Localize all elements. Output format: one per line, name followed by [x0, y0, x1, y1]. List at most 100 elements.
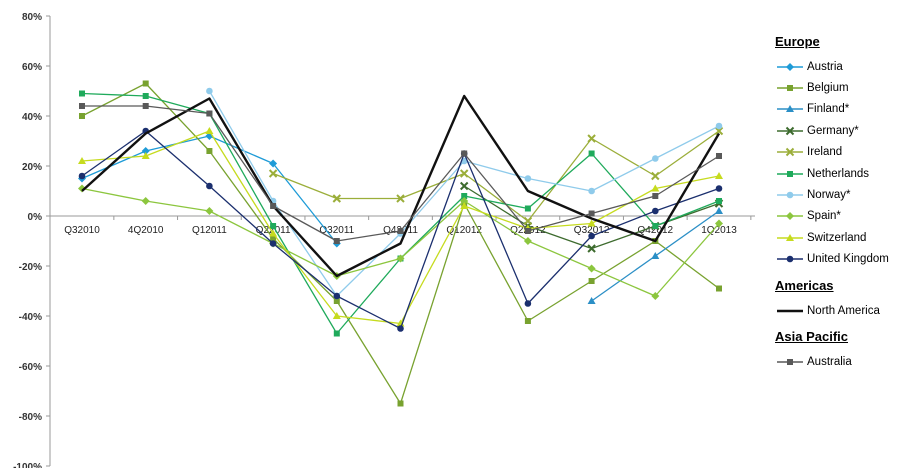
- data-point-ireland: [459, 169, 469, 178]
- data-point-australia: [142, 103, 149, 109]
- legend-swatch: [777, 191, 803, 199]
- data-point-united-kingdom: [524, 300, 532, 307]
- chart-legend: Europe Austria Belgium Finland* Germany* Irel…: [775, 34, 900, 381]
- data-point-netherlands: [79, 90, 85, 97]
- data-point-germany: [459, 181, 469, 191]
- series-united-kingdom: [78, 127, 723, 332]
- legend-swatch-marker: [785, 126, 795, 136]
- data-point-switzerland: [78, 157, 86, 164]
- series-ireland: [268, 126, 724, 226]
- y-tick-label: -40%: [19, 312, 42, 323]
- legend-swatch: [777, 62, 803, 71]
- legend-group-title: Americas: [775, 277, 834, 293]
- data-point-ireland: [523, 216, 533, 226]
- series-north-america: [81, 94, 721, 278]
- y-tick-label: -60%: [19, 362, 42, 373]
- data-point-netherlands: [588, 150, 595, 157]
- data-point-australia: [461, 150, 468, 157]
- legend-group-title: Europe: [775, 34, 820, 49]
- data-point-ireland: [714, 126, 724, 136]
- legend-swatch-marker: [787, 85, 793, 92]
- data-point-norway: [524, 175, 532, 182]
- legend-label: Australia: [807, 355, 852, 368]
- legend-label: Belgium: [807, 82, 849, 95]
- data-point-germany: [587, 244, 596, 253]
- data-point-belgium: [333, 298, 340, 304]
- legend-item-ireland: Ireland: [775, 142, 900, 163]
- data-point-finland: [715, 207, 723, 214]
- data-point-spain: [460, 197, 469, 205]
- data-point-netherlands: [652, 223, 659, 229]
- legend-item-united-kingdom: United Kingdom: [775, 249, 900, 270]
- x-tick-label: Q42012: [638, 225, 674, 236]
- legend-group: United Kingdom: [775, 249, 900, 270]
- data-point-austria: [269, 159, 278, 168]
- legend-item-spain: Spain*: [775, 206, 900, 227]
- data-point-netherlands: [333, 330, 340, 337]
- data-point-belgium: [588, 278, 595, 284]
- legend-item-switzerland: Switzerland: [775, 227, 900, 248]
- legend-label: Switzerland: [807, 231, 867, 244]
- data-point-belgium: [79, 113, 85, 119]
- legend-swatch: [777, 358, 803, 365]
- legend-swatch: [777, 105, 803, 113]
- data-point-united-kingdom: [269, 240, 277, 247]
- data-point-norway: [652, 155, 659, 162]
- data-point-australia: [716, 153, 722, 159]
- data-point-belgium: [397, 400, 404, 407]
- x-tick-label: 1Q2013: [701, 225, 737, 236]
- legend-item-finland: Finland*: [775, 99, 900, 120]
- data-point-norway: [715, 122, 723, 130]
- legend-swatch-marker: [786, 255, 794, 263]
- data-point-united-kingdom: [715, 185, 723, 192]
- legend-group: Americas North America: [775, 278, 900, 321]
- data-point-finland: [651, 252, 660, 259]
- data-point-belgium: [524, 318, 531, 324]
- legend-item-netherlands: Netherlands: [775, 163, 900, 184]
- x-tick-label: 4Q2010: [128, 225, 164, 236]
- legend-item-north-america: North America: [775, 300, 900, 321]
- y-tick-label: -100%: [13, 462, 42, 468]
- legend-label: Norway*: [807, 189, 851, 202]
- data-point-switzerland: [332, 312, 341, 319]
- data-point-spain: [651, 292, 660, 300]
- series-line-netherlands: [81, 92, 720, 335]
- series-line-north-america: [81, 94, 721, 278]
- data-point-belgium: [206, 148, 213, 154]
- legend-label: Ireland: [807, 146, 843, 159]
- data-point-switzerland: [587, 219, 596, 227]
- legend-item-australia: Australia: [775, 351, 900, 372]
- data-point-australia: [270, 203, 277, 209]
- data-point-netherlands: [142, 93, 149, 99]
- legend-label: Spain*: [807, 210, 841, 223]
- data-point-norway: [588, 187, 595, 195]
- legend-swatch-marker: [785, 148, 795, 157]
- data-point-united-kingdom: [588, 232, 595, 240]
- data-point-united-kingdom: [652, 207, 659, 215]
- data-point-switzerland: [715, 172, 723, 179]
- x-tick-label: Q12011: [192, 225, 227, 236]
- data-point-austria: [141, 147, 150, 155]
- data-point-switzerland: [269, 229, 278, 237]
- y-tick-label: -80%: [19, 412, 42, 423]
- legend-label: Austria: [807, 60, 843, 73]
- legend-swatch: [777, 170, 803, 177]
- data-point-switzerland: [651, 184, 660, 192]
- legend-swatch-marker: [786, 212, 794, 221]
- legend-swatch: [777, 85, 803, 92]
- data-point-australia: [397, 228, 404, 234]
- data-point-belgium: [270, 235, 277, 242]
- x-tick-label: Q32012: [574, 225, 610, 236]
- data-point-norway: [206, 87, 213, 95]
- legend-swatch: [777, 233, 803, 241]
- legend-item-austria: Austria: [775, 56, 900, 77]
- data-point-spain: [715, 219, 723, 228]
- y-tick-label: 0%: [28, 212, 43, 223]
- data-point-united-kingdom: [206, 182, 213, 190]
- x-tick-label: Q12012: [446, 225, 482, 236]
- y-tick-label: 60%: [22, 62, 42, 73]
- data-point-ireland: [268, 169, 278, 178]
- data-point-belgium: [716, 285, 722, 292]
- legend-group-title: Asia Pacific: [775, 329, 848, 345]
- legend-label: Germany*: [807, 124, 859, 137]
